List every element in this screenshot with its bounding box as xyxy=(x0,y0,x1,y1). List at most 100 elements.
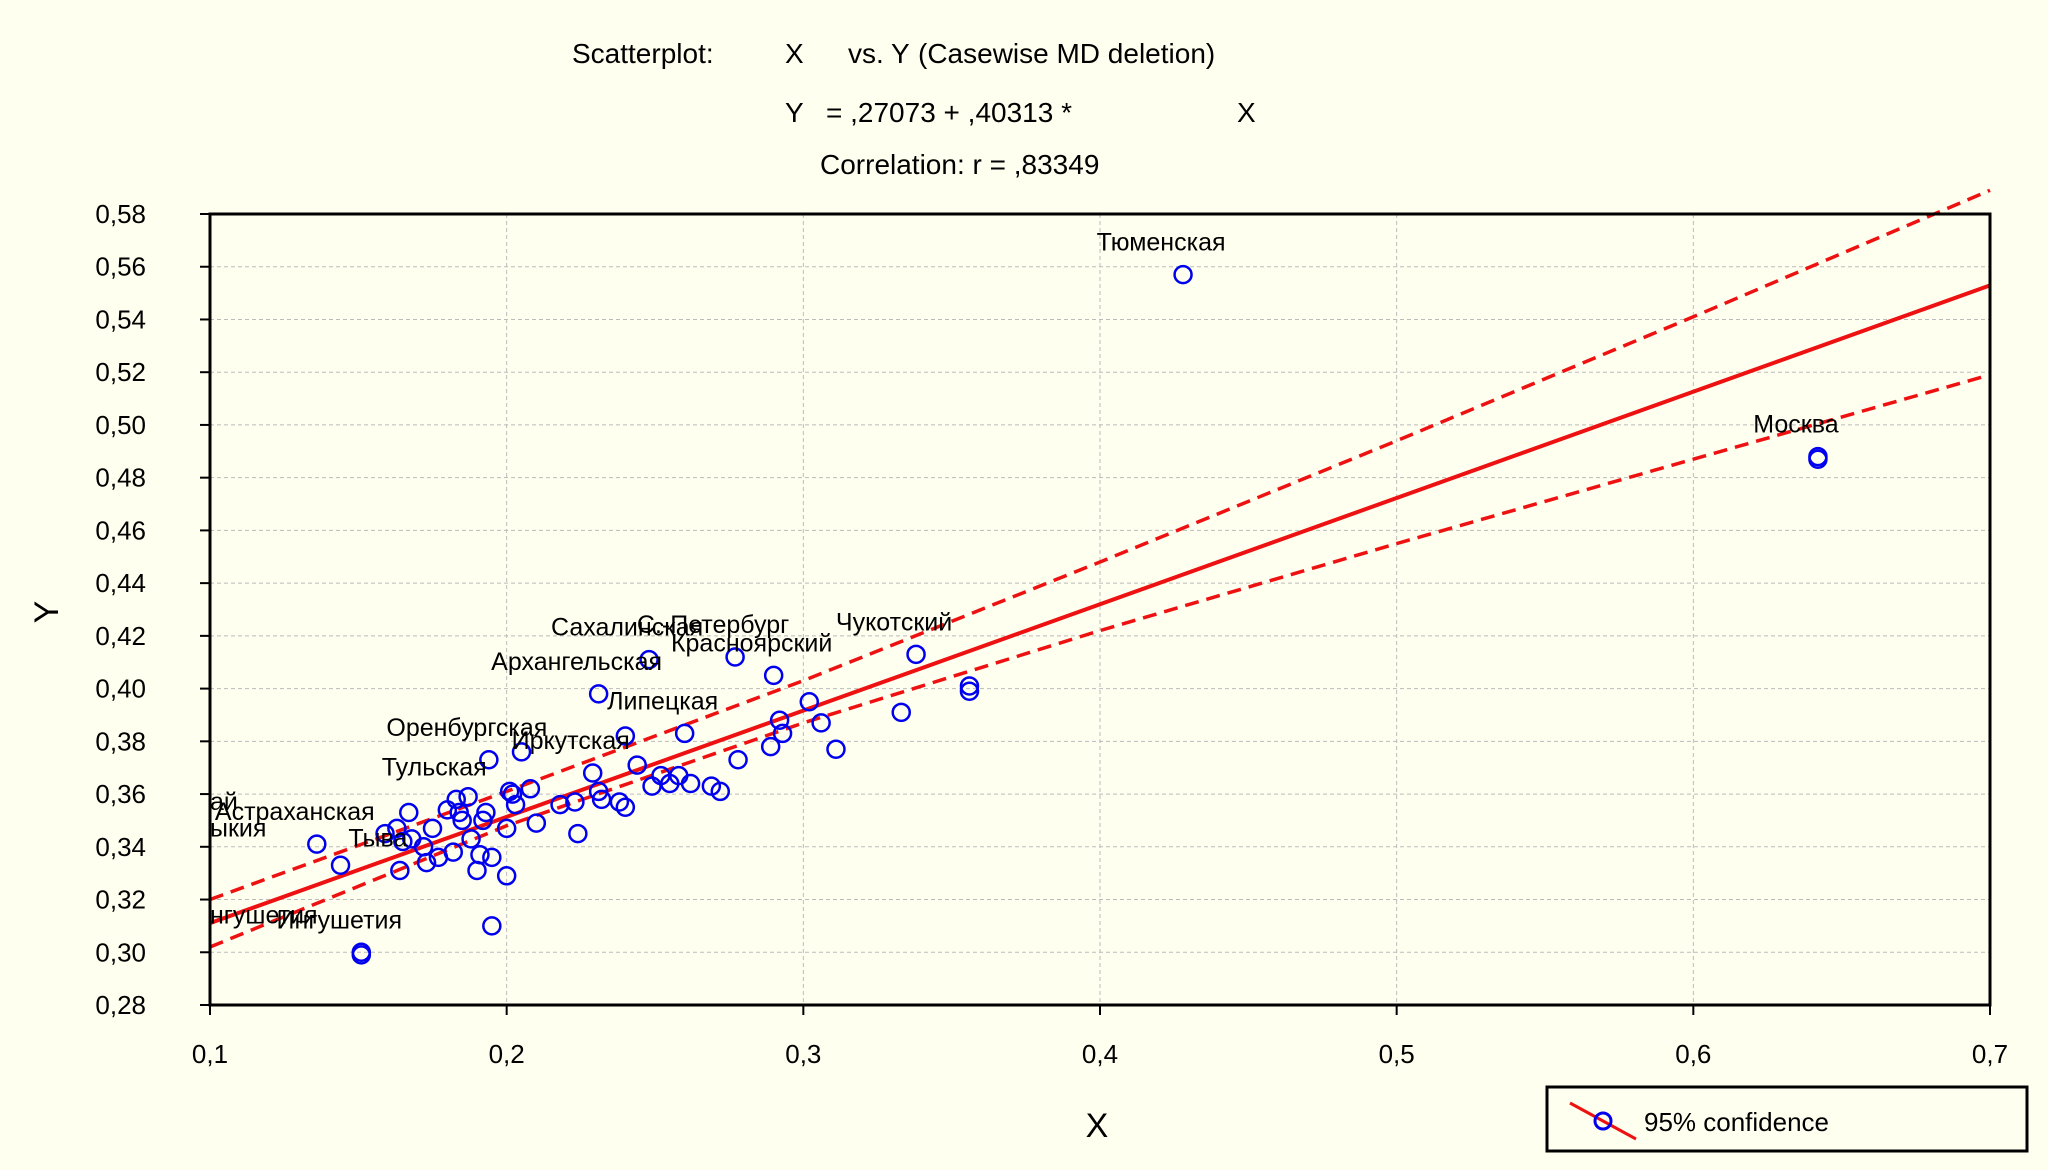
data-point xyxy=(826,739,846,759)
point-label: Тыва xyxy=(348,825,407,853)
y-tick-label: 0,48 xyxy=(95,463,146,493)
equation-y: Y xyxy=(785,97,804,128)
x-tick-label: 0,4 xyxy=(1082,1039,1118,1069)
scatter-points xyxy=(307,264,1828,965)
point-label: Астраханская xyxy=(215,798,375,826)
data-point xyxy=(550,794,570,815)
data-point xyxy=(769,710,790,730)
confidence-band xyxy=(209,188,1991,949)
y-axis-label: Y xyxy=(28,601,66,624)
data-point xyxy=(330,855,351,876)
data-point xyxy=(674,723,695,744)
data-point xyxy=(959,681,980,701)
x-tick-label: 0,2 xyxy=(489,1039,525,1069)
correlation-text: Correlation: r = ,83349 xyxy=(820,149,1099,180)
y-tick-label: 0,32 xyxy=(95,885,146,915)
data-point xyxy=(479,750,499,770)
data-point xyxy=(582,763,603,783)
data-point xyxy=(772,723,793,744)
edge-point-label: нгушетия xyxy=(210,901,318,929)
data-point xyxy=(467,860,487,881)
x-axis-label: X xyxy=(1086,1107,1109,1145)
data-point xyxy=(449,802,469,823)
data-point xyxy=(763,665,784,686)
point-label: Архангельская xyxy=(491,648,662,676)
data-point xyxy=(1808,449,1828,469)
data-point xyxy=(511,742,532,762)
header-deletion: (Casewise MD deletion) xyxy=(918,38,1215,69)
data-point xyxy=(639,649,659,670)
data-point xyxy=(588,684,609,704)
data-point xyxy=(375,823,395,844)
data-point xyxy=(422,818,443,839)
legend: 95% confidence xyxy=(1545,1085,2029,1153)
point-label: Москва xyxy=(1753,411,1838,439)
data-point xyxy=(416,852,437,873)
data-point xyxy=(642,776,662,796)
y-tick-label: 0,50 xyxy=(95,410,146,440)
header-scatterplot: Scatterplot: xyxy=(572,38,714,69)
data-point xyxy=(565,792,585,812)
y-tick-label: 0,28 xyxy=(95,990,146,1020)
data-point xyxy=(387,818,407,839)
x-tick-labels: 0,1 0,2 0,3 0,4 0,5 0,6 0,7 xyxy=(192,1039,2008,1069)
y-tick-label: 0,44 xyxy=(95,568,146,598)
data-point xyxy=(891,702,911,723)
y-tick-label: 0,58 xyxy=(95,199,146,229)
legend-line-swatch xyxy=(1569,1101,1637,1141)
point-label: Иркутская xyxy=(512,727,630,755)
header-vs-y: vs. Y xyxy=(848,38,910,69)
data-point xyxy=(701,776,722,796)
data-point xyxy=(351,945,372,965)
data-point xyxy=(799,692,820,712)
y-tick-label: 0,46 xyxy=(95,515,146,545)
header-x-var: X xyxy=(785,38,804,69)
data-point xyxy=(615,797,636,817)
regression-line xyxy=(209,283,1991,926)
y-tick-label: 0,30 xyxy=(95,937,146,967)
confidence-upper xyxy=(209,188,1991,902)
point-label: Тюменская xyxy=(1097,229,1226,257)
x-tick-label: 0,1 xyxy=(192,1039,228,1069)
point-label: Сахалинская xyxy=(551,614,703,642)
data-point xyxy=(461,829,481,849)
data-point xyxy=(496,866,517,886)
legend-marker-swatch xyxy=(1593,1111,1613,1131)
point-label: Красноярский xyxy=(671,629,832,657)
y-tick-label: 0,54 xyxy=(95,304,146,334)
x-tick-label: 0,3 xyxy=(785,1039,821,1069)
data-point xyxy=(437,800,458,820)
equation-x: X xyxy=(1237,97,1256,128)
data-point xyxy=(307,834,327,854)
point-label: Чукотский xyxy=(836,608,952,636)
point-label: Тульская xyxy=(382,753,487,781)
point-label: Ингушетия xyxy=(277,906,402,934)
data-point xyxy=(615,726,636,746)
plot-frame xyxy=(200,212,1992,1015)
data-point xyxy=(728,750,748,770)
y-tick-labels: 0,28 0,30 0,32 0,34 0,36 0,38 0,40 0,42 0,44 0,46… xyxy=(95,199,146,1020)
y-tick-label: 0,56 xyxy=(95,252,146,282)
data-point xyxy=(1173,264,1193,285)
legend-box xyxy=(1545,1085,2029,1153)
x-tick-label: 0,6 xyxy=(1675,1039,1711,1069)
chart-header: Scatterplot: X vs. Y (Casewise MD deleti… xyxy=(572,38,1256,180)
data-point xyxy=(680,773,701,794)
data-point xyxy=(482,916,502,936)
data-point xyxy=(959,676,980,696)
point-label: Оренбургская xyxy=(386,714,547,742)
data-point xyxy=(428,847,449,868)
data-point xyxy=(473,810,493,831)
edge-point-label: ыкия xyxy=(210,814,266,842)
data-point xyxy=(399,802,419,823)
confidence-lower xyxy=(209,373,1991,949)
data-point xyxy=(760,736,781,757)
data-point xyxy=(725,647,745,667)
equation-body: = ,27073 + ,40313 * xyxy=(826,97,1072,128)
point-label: С.-Петербург xyxy=(637,611,789,639)
y-tick-label: 0,34 xyxy=(95,832,146,862)
data-point xyxy=(470,844,490,865)
data-point xyxy=(627,755,647,775)
